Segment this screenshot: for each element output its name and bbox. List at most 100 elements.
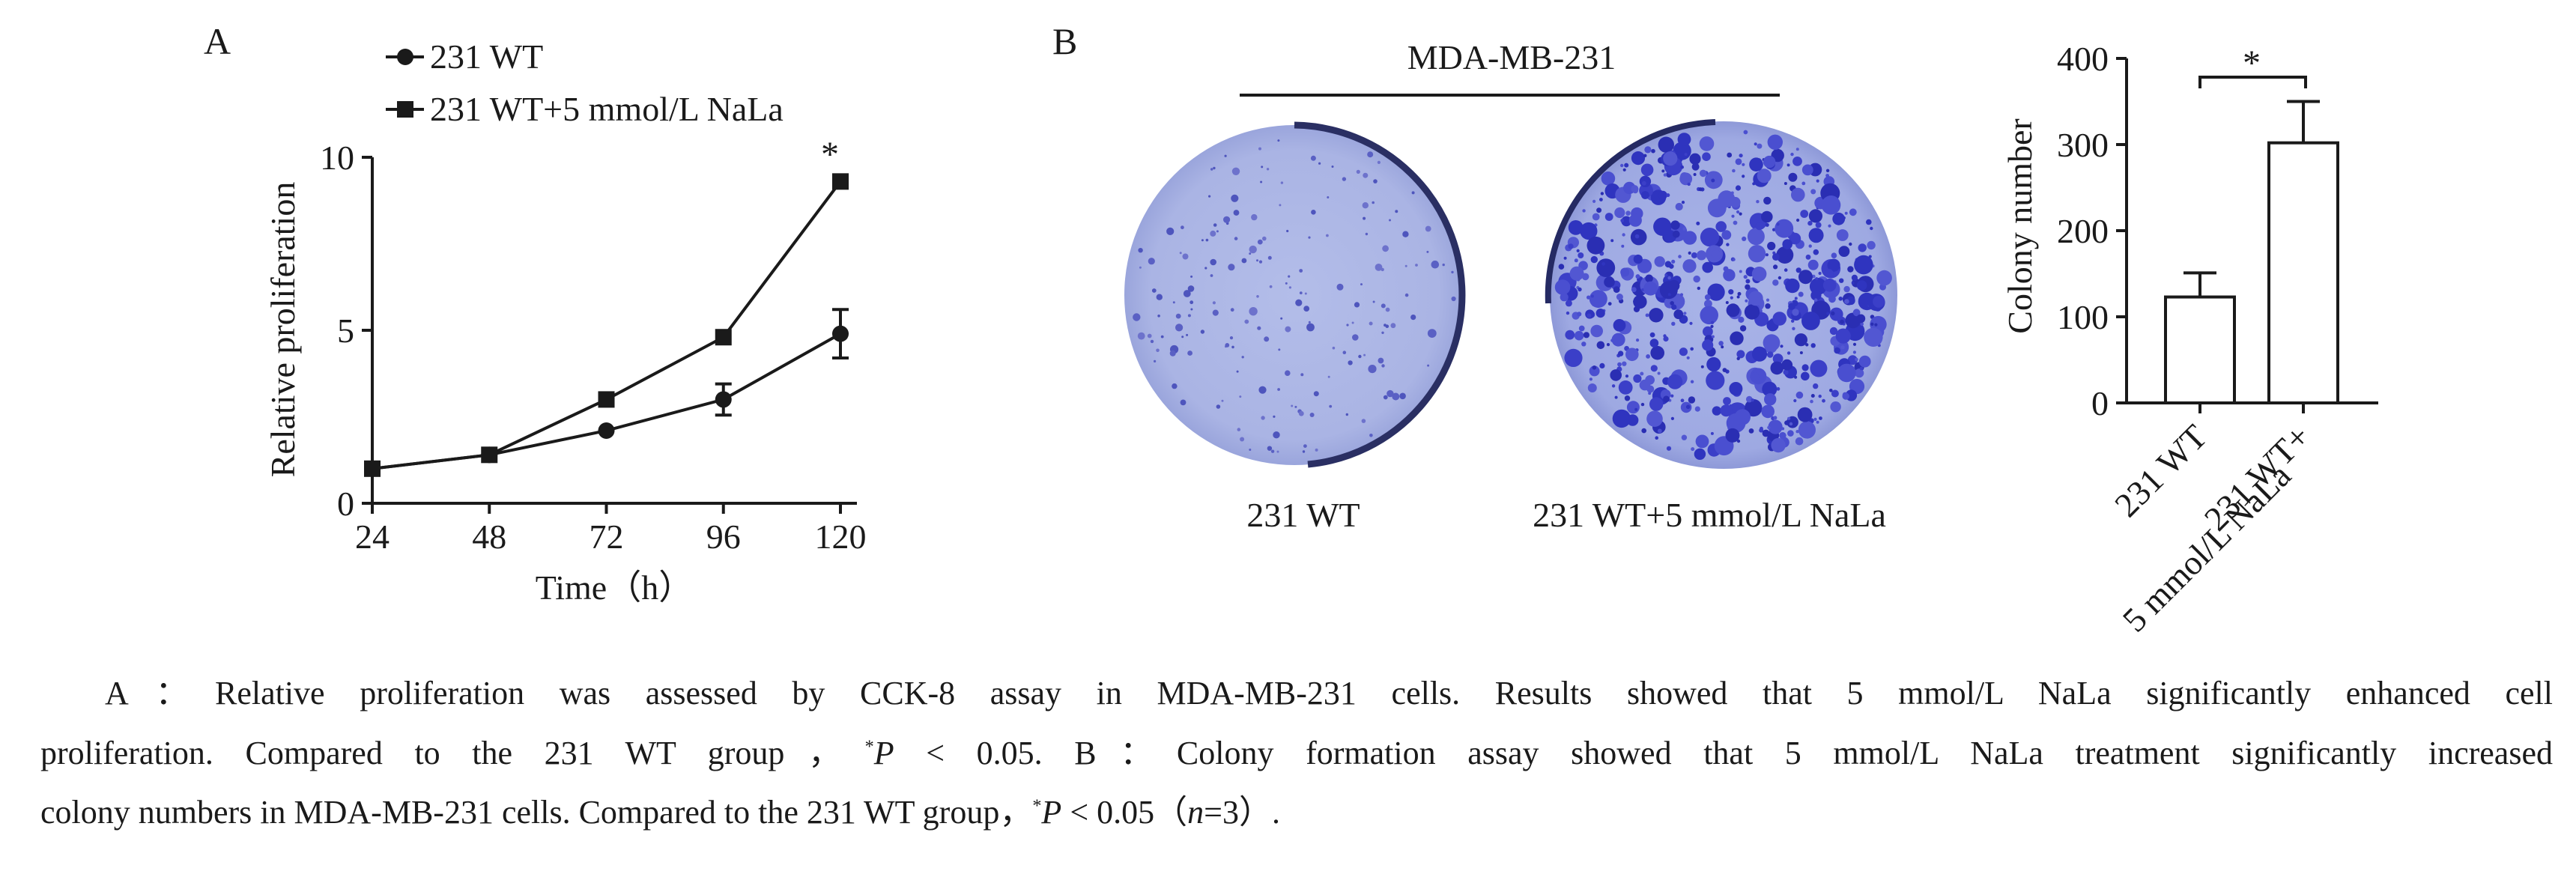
colony	[1641, 191, 1649, 199]
colony	[1336, 283, 1344, 291]
colony	[1814, 298, 1818, 302]
colony	[1751, 267, 1767, 282]
colony	[1686, 356, 1690, 359]
colony	[1645, 274, 1653, 283]
colony	[1825, 169, 1830, 172]
colony	[1733, 220, 1738, 225]
colony	[1700, 228, 1720, 247]
legend: 231 WT 231 WT+5 mmol/L NaLa	[386, 37, 784, 128]
colony	[1851, 281, 1855, 285]
colony	[1834, 402, 1839, 407]
data-point-nala	[364, 460, 381, 477]
colony	[1856, 280, 1867, 291]
colony	[1786, 351, 1791, 355]
colony	[1677, 133, 1691, 147]
colony	[1258, 386, 1267, 394]
colony	[1427, 329, 1437, 338]
colony	[1736, 350, 1745, 359]
colony	[1650, 345, 1664, 360]
colony	[1805, 254, 1811, 260]
colony	[1852, 350, 1856, 354]
colony	[1723, 397, 1731, 405]
colony	[1763, 334, 1781, 351]
colony	[1257, 326, 1261, 330]
colony	[1249, 252, 1252, 255]
colony	[1786, 163, 1790, 167]
colony	[1599, 362, 1605, 368]
colony	[1628, 213, 1642, 227]
colony	[1223, 216, 1231, 223]
colony	[1826, 312, 1830, 315]
colony	[1596, 341, 1605, 350]
colony	[1620, 267, 1630, 277]
colony	[1315, 448, 1318, 452]
colony	[1352, 334, 1359, 341]
colony	[1601, 261, 1606, 266]
colony	[1332, 346, 1336, 350]
colony	[1683, 312, 1687, 315]
colony	[1742, 236, 1747, 241]
legend-nala-marker	[397, 101, 413, 118]
colony	[1346, 324, 1349, 327]
colony	[1395, 210, 1398, 213]
colony	[1795, 148, 1799, 151]
colony	[1425, 225, 1431, 232]
colony	[1280, 317, 1283, 320]
colony	[1796, 218, 1800, 222]
colony	[1816, 179, 1819, 183]
colony	[1225, 343, 1230, 348]
colony	[1742, 175, 1745, 178]
colony	[1738, 316, 1745, 323]
colony	[1670, 416, 1674, 421]
colony	[1273, 431, 1280, 439]
colony	[1622, 361, 1627, 366]
colony	[1311, 210, 1316, 215]
colony	[1172, 383, 1178, 389]
colony	[1681, 434, 1688, 440]
colony	[1576, 249, 1580, 252]
colony	[1761, 210, 1773, 223]
colony	[1772, 253, 1780, 261]
colony	[1363, 172, 1369, 178]
colony	[1776, 222, 1780, 226]
colony	[1270, 449, 1275, 453]
colony	[1748, 291, 1763, 306]
dish-label-wt: 231 WT	[1246, 496, 1360, 534]
significance-bracket-b	[2198, 76, 2307, 88]
figure: A 231 WT 231 WT+5 mmol/L NaLa 0 5 10 24 48 7…	[204, 20, 2378, 639]
colony	[1189, 300, 1194, 305]
colony	[1765, 253, 1769, 257]
colony	[1822, 279, 1837, 292]
colony	[1554, 279, 1571, 295]
colony	[1835, 328, 1851, 344]
colony	[1451, 270, 1454, 274]
colony	[1375, 264, 1383, 271]
colony	[1186, 333, 1189, 336]
colony	[1757, 143, 1763, 149]
colony	[1735, 185, 1742, 191]
colony	[1249, 307, 1258, 316]
colony	[1634, 234, 1640, 239]
colony	[1260, 180, 1263, 183]
colony	[1870, 226, 1873, 231]
colony	[1151, 288, 1157, 293]
colony	[1313, 391, 1319, 397]
colony	[1241, 258, 1247, 264]
colony	[1150, 339, 1154, 344]
colony	[1661, 169, 1665, 173]
colony	[1700, 306, 1718, 325]
colony	[1670, 220, 1680, 230]
colony	[1635, 274, 1640, 279]
colony	[1578, 325, 1585, 332]
colony	[1303, 306, 1310, 312]
colony	[1280, 181, 1284, 184]
x-tick-label: 120	[815, 518, 867, 556]
colony	[1641, 428, 1646, 434]
colony	[1795, 437, 1804, 446]
colony	[1852, 309, 1861, 317]
colony	[1788, 303, 1795, 311]
colony	[1672, 230, 1680, 238]
data-point-wt	[598, 422, 615, 439]
colony	[1682, 259, 1697, 273]
colony	[1696, 221, 1700, 225]
